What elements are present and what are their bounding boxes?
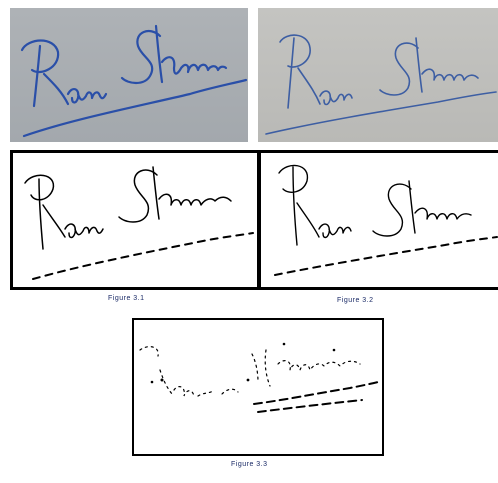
binary-signature-panel-2 xyxy=(258,150,498,290)
scanned-signature-panel-2 xyxy=(258,8,498,142)
binary-signature-ink-1 xyxy=(24,166,254,280)
figure-caption-2: Figure 3.2 xyxy=(337,297,374,304)
binary-signature-panel-1 xyxy=(10,150,260,290)
binary-signature-ink-2 xyxy=(274,164,498,276)
thinned-signature-panel xyxy=(132,318,384,456)
signature-ink-1 xyxy=(20,24,248,138)
thinned-signature-ink xyxy=(139,342,379,413)
scanned-signature-panel-1 xyxy=(10,8,248,142)
signature-ink-2 xyxy=(265,34,497,135)
figure-caption-3: Figure 3.3 xyxy=(231,461,268,468)
figure-caption-1: Figure 3.1 xyxy=(108,295,145,302)
